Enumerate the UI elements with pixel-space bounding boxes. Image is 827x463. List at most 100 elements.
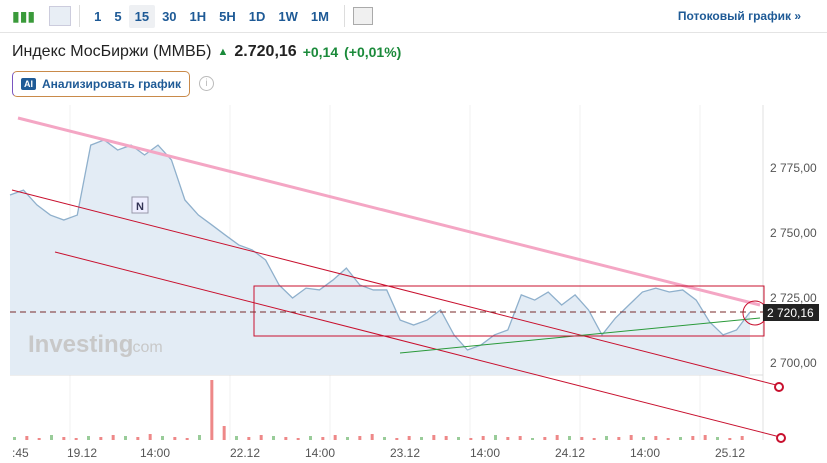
watermark-logo: Investing [28, 331, 133, 358]
volume-bar [654, 436, 658, 440]
volume-bar [235, 436, 238, 440]
volume-bar [481, 436, 485, 440]
watermark-suffix: .com [128, 339, 163, 356]
volume-bar [444, 436, 448, 440]
x-tick-label: 14:00 [305, 446, 335, 460]
volume-bar [642, 437, 645, 440]
volume-bar [469, 438, 473, 440]
volume-bar [272, 436, 275, 440]
handle-icon [776, 433, 786, 443]
page-title: Индекс МосБиржи (ММВБ) ▲ 2.720,16 +0,14 … [12, 43, 401, 61]
divider [343, 5, 345, 27]
layout-icon[interactable] [352, 7, 373, 25]
analyze-chart-button[interactable]: AI Анализировать график [12, 71, 190, 97]
arrow-up-icon: ▲ [217, 46, 229, 58]
event-marker [131, 196, 149, 214]
volume-bar [617, 437, 621, 440]
volume-bar [395, 438, 399, 440]
volume-bar [50, 435, 53, 440]
area-chart-icon[interactable] [49, 6, 72, 26]
volume-bar [568, 436, 571, 440]
volume-bar [198, 435, 201, 440]
timeframe-1H[interactable]: 1H [189, 8, 207, 24]
volume-bar [284, 437, 288, 440]
volume-bar [210, 380, 214, 440]
volume-bar [716, 437, 719, 440]
timeframe-30[interactable]: 30 [162, 8, 177, 24]
volume-bar [420, 437, 423, 440]
x-tick-label: 14:00 [630, 446, 660, 460]
volume-bar [691, 436, 695, 440]
y-tick-label: 2 725,00 [770, 291, 817, 305]
volume-bar [740, 436, 744, 440]
x-tick-label: 25.12 [715, 446, 745, 460]
timeframe-1W[interactable]: 1W [278, 8, 298, 24]
volume-bar [148, 434, 152, 440]
instrument-name: Индекс МосБиржи (ММВБ) [12, 43, 212, 60]
trend-line [11, 189, 781, 387]
volume-bar [407, 436, 411, 440]
timeframe-5[interactable]: 5 [114, 8, 122, 24]
timeframe-1D[interactable]: 1D [248, 8, 266, 24]
timeframe-15[interactable]: 15 [128, 4, 156, 28]
volume-bar [432, 435, 436, 440]
volume-bar [222, 426, 226, 440]
volume-bar [605, 436, 608, 440]
volume-bar [161, 436, 164, 440]
volume-bar [383, 437, 386, 440]
timeframe-5H[interactable]: 5H [219, 8, 236, 24]
y-tick-label: 2 700,00 [770, 356, 817, 370]
last-price-badge [763, 304, 819, 321]
timeframe-1M[interactable]: 1M [310, 8, 329, 24]
volume-bar [370, 434, 374, 440]
volume-bar [679, 437, 682, 440]
candlestick-icon[interactable]: ▮▮▮ [12, 7, 36, 24]
volume-bar [296, 438, 300, 440]
x-tick-label: :45 [12, 446, 29, 460]
price-change: +0,14 [302, 44, 339, 60]
volume-bar [321, 437, 325, 440]
volume-bar [136, 437, 140, 440]
volume-bar [358, 436, 362, 440]
timeframe-1[interactable]: 1 [94, 8, 102, 24]
volume-bar [580, 437, 584, 440]
volume-bar [247, 437, 251, 440]
volume-bar [543, 437, 547, 440]
volume-bar [74, 438, 78, 440]
volume-bar [703, 435, 707, 440]
analyze-chart-label: Анализировать график [42, 77, 181, 91]
volume-bar [531, 438, 534, 440]
info-icon[interactable]: i [199, 76, 214, 91]
volume-bar [592, 438, 596, 440]
x-tick-label: 14:00 [470, 446, 500, 460]
volume-bar [124, 436, 127, 440]
x-tick-label: 14:00 [140, 446, 170, 460]
last-price-label: 2 720,16 [767, 306, 814, 320]
trend-line-pink [17, 116, 761, 307]
volume-bar [37, 438, 41, 440]
volume-bar [309, 436, 312, 440]
streaming-chart-link[interactable]: Потоковый график » [677, 9, 801, 23]
toolbar: ▮▮▮ 1 5 15 30 1H 5H 1D 1W 1M Потоковый график » [0, 0, 827, 33]
volume-bar [494, 435, 497, 440]
x-tick-label: 23.12 [390, 446, 420, 460]
volume-bar [87, 436, 90, 440]
volume-bar [457, 437, 460, 440]
volume-bar [111, 435, 115, 440]
volume-bar [518, 436, 522, 440]
volume-bar [629, 435, 633, 440]
ai-icon: AI [21, 78, 36, 90]
volume-bar [346, 437, 349, 440]
y-tick-label: 2 775,00 [770, 161, 817, 175]
volume-bar [666, 438, 670, 440]
event-marker-label: N [136, 201, 144, 213]
volume-bar [506, 437, 510, 440]
volume-bar [259, 435, 263, 440]
trend-line [54, 251, 781, 438]
volume-bar [13, 437, 16, 440]
x-tick-label: 19.12 [67, 446, 97, 460]
divider [79, 5, 81, 27]
volume-bar [25, 436, 29, 440]
volume-bar [728, 438, 732, 440]
